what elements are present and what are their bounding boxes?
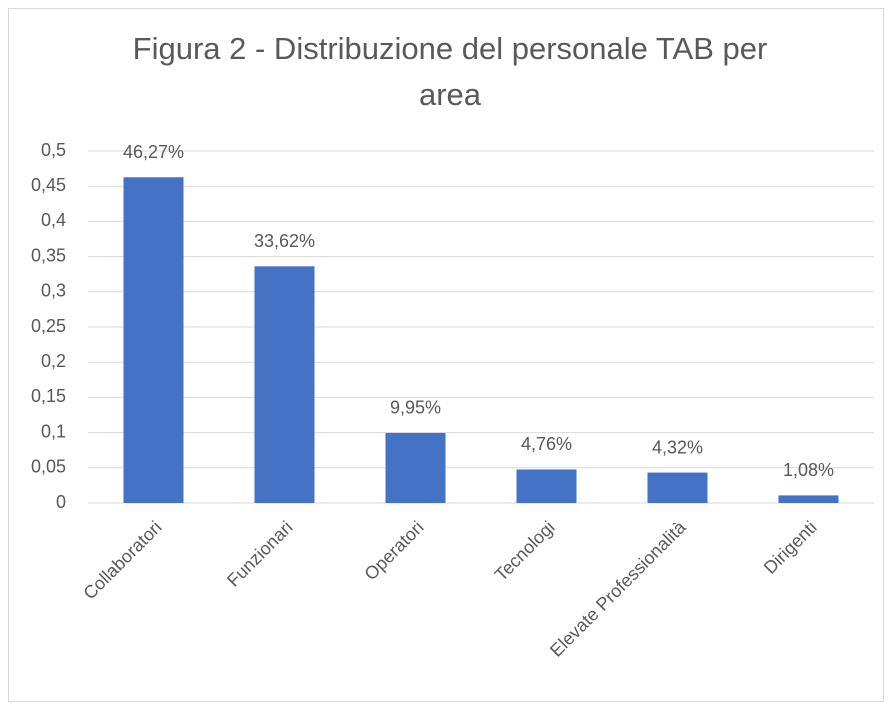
data-label: 4,76% <box>521 434 572 454</box>
y-tick-label: 0,5 <box>41 140 66 160</box>
bar <box>123 177 184 503</box>
bar <box>385 432 446 503</box>
y-tick-label: 0,25 <box>31 316 66 336</box>
data-label: 33,62% <box>254 231 315 251</box>
y-tick-label: 0,1 <box>41 421 66 441</box>
data-label: 1,08% <box>783 460 834 480</box>
y-tick-label: 0,35 <box>31 245 66 265</box>
data-label: 9,95% <box>390 398 441 418</box>
x-tick-label: Tecnologi <box>491 517 559 585</box>
y-tick-label: 0,15 <box>31 386 66 406</box>
x-tick-label: Elevate Professionalità <box>546 516 690 660</box>
y-tick-label: 0,3 <box>41 281 66 301</box>
bar <box>254 266 315 503</box>
chart-title: Figura 2 - Distribuzione del personale T… <box>132 31 768 112</box>
x-tick-label: Collaboratori <box>79 517 165 603</box>
y-tick-label: 0,45 <box>31 175 66 195</box>
y-tick-label: 0 <box>56 492 66 512</box>
bar <box>647 472 708 503</box>
data-label: 46,27% <box>123 142 184 162</box>
bar <box>516 469 577 503</box>
y-tick-label: 0,2 <box>41 351 66 371</box>
chart-border <box>8 8 884 702</box>
x-tick-label: Dirigenti <box>760 517 821 578</box>
data-label: 4,32% <box>652 437 703 457</box>
x-tick-label: Operatori <box>360 517 427 584</box>
bar <box>778 495 839 503</box>
y-tick-label: 0,05 <box>31 457 66 477</box>
x-tick-label: Funzionari <box>223 517 297 591</box>
y-tick-label: 0,4 <box>41 210 66 230</box>
